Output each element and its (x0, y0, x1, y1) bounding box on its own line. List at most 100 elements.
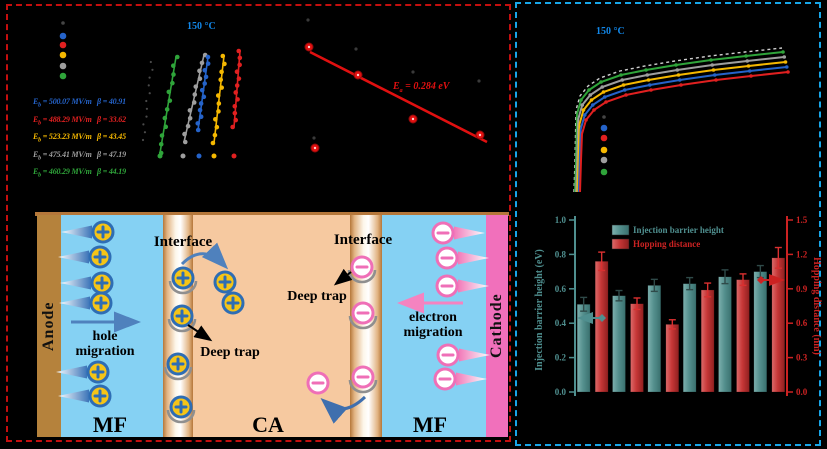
data-point (232, 110, 238, 116)
data-point (205, 61, 211, 66)
weibull-annotation: Eb = 488.29 MV/m β = 33.62 (33, 114, 126, 127)
current-curve (575, 56, 785, 193)
data-point (214, 124, 220, 130)
data-point (143, 131, 147, 134)
charge-migration-diagram: Anode Cathode Interface Interface Deep t… (35, 212, 509, 440)
data-point (157, 153, 163, 159)
data-point (162, 115, 168, 121)
data-point-dim (306, 18, 310, 22)
data-point (205, 54, 211, 60)
data-point (212, 132, 218, 138)
right-tick-label: 1.2 (796, 249, 808, 259)
curve-marker (584, 118, 588, 122)
plus-icon (218, 275, 232, 289)
curve-marker (588, 93, 593, 97)
data-point (197, 68, 202, 74)
curve-marker (783, 60, 788, 64)
curve-marker (712, 73, 717, 77)
data-point (219, 85, 224, 90)
deep-trap-pointer-1 (187, 324, 213, 342)
curve-marker (647, 83, 652, 87)
curve-marker (580, 103, 585, 107)
activation-energy-label: Ea = 0.284 eV (393, 81, 450, 94)
left-tick-label: 0.4 (555, 318, 567, 328)
data-point (163, 124, 169, 130)
curve-marker (649, 88, 653, 92)
mf1-label: MF (92, 412, 128, 437)
data-point (141, 138, 145, 142)
hole-migration-label: hole migration (75, 329, 135, 359)
curve-marker (744, 54, 748, 58)
data-point (198, 114, 204, 120)
deep-trap-cup (166, 409, 196, 424)
right-axis-label: Hopping distance (nm) (811, 257, 822, 355)
electron-tail (459, 348, 490, 362)
current-curve (574, 51, 784, 193)
electron-migration-label: electron migration (403, 310, 463, 340)
left-tick-label: 0.8 (555, 249, 567, 259)
data-point-dim (477, 79, 481, 83)
data-point (187, 115, 193, 121)
data-point (219, 69, 224, 75)
data-point (142, 123, 145, 126)
mf-region-2 (382, 215, 486, 437)
data-point (196, 153, 202, 159)
plus-icon (93, 250, 107, 264)
deep-trap-label-1: Deep trap (200, 345, 260, 360)
bar-hopping-distance (665, 324, 680, 393)
data-point (201, 94, 207, 100)
right-tick-label: 1.5 (796, 215, 808, 225)
curve-marker (674, 63, 678, 67)
data-point (231, 153, 237, 159)
plus-icon (175, 309, 189, 323)
bar-hopping-distance (630, 303, 644, 393)
weibull-plot (59, 21, 243, 159)
data-point (195, 121, 201, 126)
left-tick-label: 0.6 (555, 284, 567, 294)
data-point (187, 108, 193, 113)
curve-marker (746, 64, 751, 68)
bar-hopping-distance (736, 279, 750, 393)
data-point (147, 84, 150, 87)
data-point (182, 139, 188, 145)
curve-marker (589, 98, 594, 102)
weibull-annotations: Eb = 500.07 MV/m β = 40.91 Eb = 488.29 MV… (33, 95, 126, 183)
data-point (210, 140, 216, 146)
legend-dot (600, 168, 608, 176)
data-point (159, 133, 165, 138)
hole-tail (56, 365, 87, 379)
curve-marker (786, 70, 790, 74)
deep-trap-pointer-2 (333, 268, 353, 286)
plus-icon (176, 271, 190, 285)
data-point (191, 100, 197, 105)
curve-marker (782, 55, 787, 59)
data-point (199, 87, 205, 93)
data-point (145, 107, 149, 110)
hole-tail (60, 276, 91, 290)
data-point (145, 99, 148, 103)
plus-icon (226, 296, 240, 310)
curve-marker (602, 95, 607, 99)
electron-tail (454, 226, 485, 240)
data-point (199, 60, 205, 66)
legend-dot (600, 156, 608, 164)
curve-marker (620, 78, 625, 82)
data-point (164, 107, 170, 112)
current-curve (573, 47, 783, 193)
right-tick-label: 0.3 (796, 353, 808, 363)
data-point (220, 53, 226, 59)
legend-dot (602, 115, 606, 119)
data-point-highlight (307, 45, 311, 49)
data-point (166, 89, 172, 95)
curve-marker (676, 73, 681, 77)
data-point (148, 92, 151, 95)
legend-swatch-barrier (611, 224, 630, 236)
fit-line (233, 50, 241, 128)
data-point-highlight (478, 133, 482, 137)
current-curve (579, 71, 789, 193)
curve-marker (675, 68, 680, 72)
data-point-dim (411, 70, 415, 74)
hole-tail (58, 250, 89, 264)
curve-marker (622, 88, 627, 92)
curve-marker (579, 98, 583, 102)
